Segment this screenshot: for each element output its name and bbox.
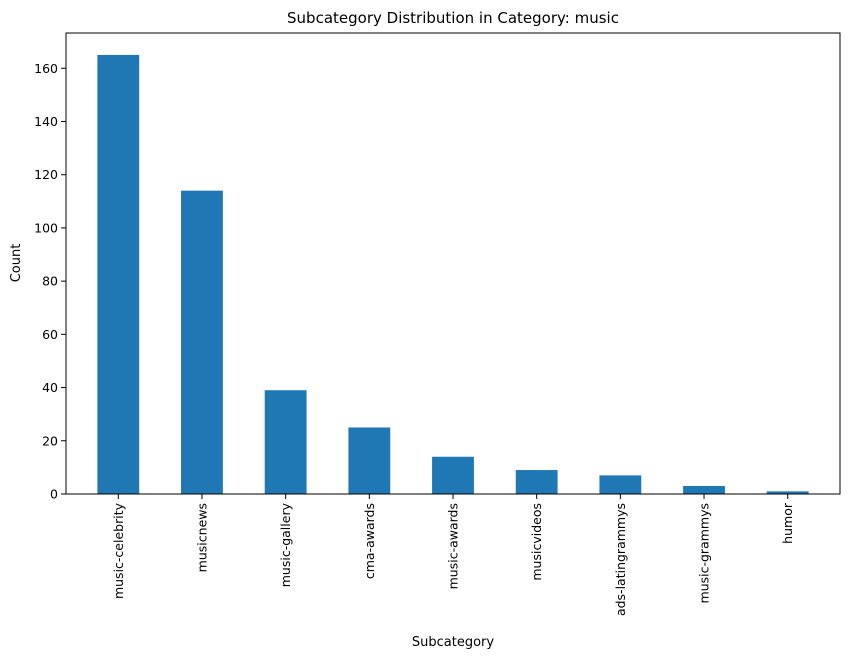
y-tick-label: 100: [34, 220, 58, 235]
chart-title: Subcategory Distribution in Category: mu…: [287, 9, 619, 27]
bar-cma-awards: [348, 427, 391, 494]
bar-musicvideos: [515, 470, 558, 494]
x-tick-label: music-celebrity: [111, 502, 126, 599]
y-tick-label: 60: [42, 327, 58, 342]
y-tick-label: 40: [42, 380, 58, 395]
x-tick-label: music-gallery: [278, 502, 293, 587]
x-tick-label: musicvideos: [529, 503, 544, 581]
y-tick-label: 20: [42, 433, 58, 448]
x-axis-label: Subcategory: [412, 635, 495, 650]
y-tick-label: 160: [34, 61, 58, 76]
bars-group: [97, 54, 809, 494]
y-tick-label: 80: [42, 274, 58, 289]
bar-musicnews: [181, 190, 223, 494]
y-tick-label: 140: [34, 114, 58, 129]
y-axis: 0 20 40 60 80 100 120 140 160: [34, 61, 66, 502]
bar-music-celebrity: [97, 54, 140, 494]
bar-music-awards: [432, 456, 474, 494]
x-tick-label: musicnews: [194, 503, 209, 572]
bar-music-grammys: [683, 486, 725, 494]
x-tick-label: ads-latingrammys: [613, 503, 628, 616]
bar-humor: [766, 491, 809, 494]
x-tick-label: music-awards: [446, 503, 461, 589]
bar-ads-latingrammys: [599, 475, 642, 494]
x-tick-label: humor: [780, 502, 795, 544]
y-tick-label: 120: [34, 167, 58, 182]
x-tick-label: music-grammys: [697, 503, 712, 603]
y-tick-label: 0: [50, 487, 58, 502]
bar-music-gallery: [264, 390, 307, 494]
x-tick-label: cma-awards: [362, 503, 377, 579]
x-axis: music-celebrity musicnews music-gallery cma…: [111, 494, 795, 616]
y-axis-label: Count: [9, 244, 24, 283]
